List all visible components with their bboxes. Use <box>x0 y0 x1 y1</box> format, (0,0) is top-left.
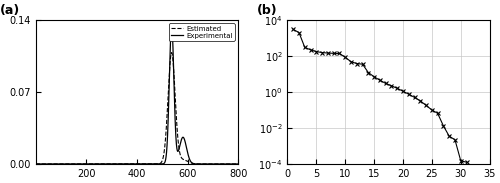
Experimental <box>152 163 158 165</box>
Estimated <box>33 163 39 165</box>
Experimental <box>106 163 112 165</box>
Line: Experimental: Experimental <box>36 25 238 164</box>
Experimental <box>183 143 189 146</box>
Experimental <box>162 162 168 164</box>
Estimated <box>106 163 112 165</box>
Estimated <box>168 51 174 54</box>
Estimated <box>194 163 200 165</box>
Experimental <box>168 24 174 26</box>
Text: (a): (a) <box>0 4 20 17</box>
Experimental <box>235 163 241 165</box>
Experimental <box>43 163 49 165</box>
Text: (b): (b) <box>257 4 278 17</box>
Estimated <box>43 163 49 165</box>
Estimated <box>162 149 168 152</box>
Estimated <box>235 163 241 165</box>
Line: Estimated: Estimated <box>36 53 238 164</box>
Estimated <box>152 163 158 165</box>
Experimental <box>194 163 200 165</box>
Experimental <box>33 163 39 165</box>
Legend: Estimated, Experimental: Estimated, Experimental <box>168 23 234 41</box>
Estimated <box>183 159 189 162</box>
